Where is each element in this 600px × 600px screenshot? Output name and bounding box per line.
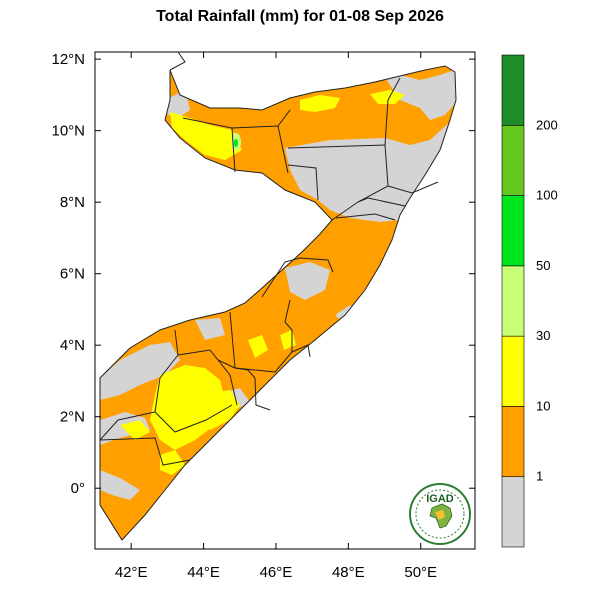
admin-borders bbox=[99, 51, 457, 541]
neighbor-border bbox=[169, 51, 186, 71]
region-border bbox=[335, 213, 396, 221]
colorbar-label: 1 bbox=[536, 469, 543, 484]
y-tick-label: 4°N bbox=[60, 337, 85, 354]
rainfall-10-30mm-areas bbox=[120, 90, 405, 475]
x-tick-label: 44°E bbox=[187, 564, 220, 581]
colorbar-bin bbox=[501, 54, 525, 126]
colorbar-label: 50 bbox=[536, 258, 550, 273]
colorbar-bin bbox=[501, 195, 525, 267]
colorbar-bin bbox=[501, 265, 525, 337]
region-border bbox=[254, 377, 271, 411]
region-border bbox=[99, 437, 191, 466]
y-tick-label: 0° bbox=[71, 480, 85, 497]
igad-logo: IGAD bbox=[409, 483, 471, 545]
region-border bbox=[384, 77, 401, 146]
rainfall-50-100mm-areas bbox=[234, 139, 238, 147]
colorbar-label: 100 bbox=[536, 188, 558, 203]
x-tick-label: 42°E bbox=[115, 564, 148, 581]
y-tick-label: 12°N bbox=[51, 51, 85, 68]
y-tick-label: 10°N bbox=[51, 123, 85, 140]
region-border bbox=[174, 329, 236, 369]
colorbar-bin bbox=[501, 124, 525, 196]
map-title: Total Rainfall (mm) for 01-08 Sep 2026 bbox=[156, 8, 444, 25]
colorbar-bin bbox=[501, 406, 525, 478]
region-border bbox=[357, 197, 406, 207]
y-tick-label: 2°N bbox=[60, 409, 85, 426]
region-border bbox=[154, 354, 179, 413]
x-axis-ticks: 42°E 44°E 46°E 48°E 50°E bbox=[115, 52, 437, 581]
y-tick-label: 8°N bbox=[60, 194, 85, 211]
region-border bbox=[287, 164, 319, 201]
y-tick-label: 6°N bbox=[60, 266, 85, 283]
region-border bbox=[291, 344, 311, 358]
logo-text: IGAD bbox=[426, 493, 454, 505]
region-border bbox=[234, 299, 293, 373]
region-border bbox=[261, 257, 334, 298]
x-tick-label: 48°E bbox=[332, 564, 365, 581]
colorbar-label: 200 bbox=[536, 117, 558, 132]
colorbar-bin bbox=[501, 476, 525, 548]
colorbar: 1 10 30 50 100 200 bbox=[501, 54, 558, 548]
colorbar-bin bbox=[501, 335, 525, 407]
colorbar-label: 30 bbox=[536, 328, 550, 343]
colorbar-label: 10 bbox=[536, 398, 550, 413]
rainfall-no-rain-areas bbox=[100, 68, 456, 500]
region-border bbox=[217, 359, 238, 406]
region-border bbox=[154, 404, 233, 433]
x-tick-label: 46°E bbox=[260, 564, 293, 581]
x-tick-label: 50°E bbox=[404, 564, 437, 581]
region-border bbox=[99, 411, 156, 441]
region-border bbox=[387, 181, 439, 194]
y-axis-ticks: 0° 2°N 4°N 6°N 8°N 10°N 12°N bbox=[51, 51, 475, 497]
region-border bbox=[277, 109, 291, 127]
